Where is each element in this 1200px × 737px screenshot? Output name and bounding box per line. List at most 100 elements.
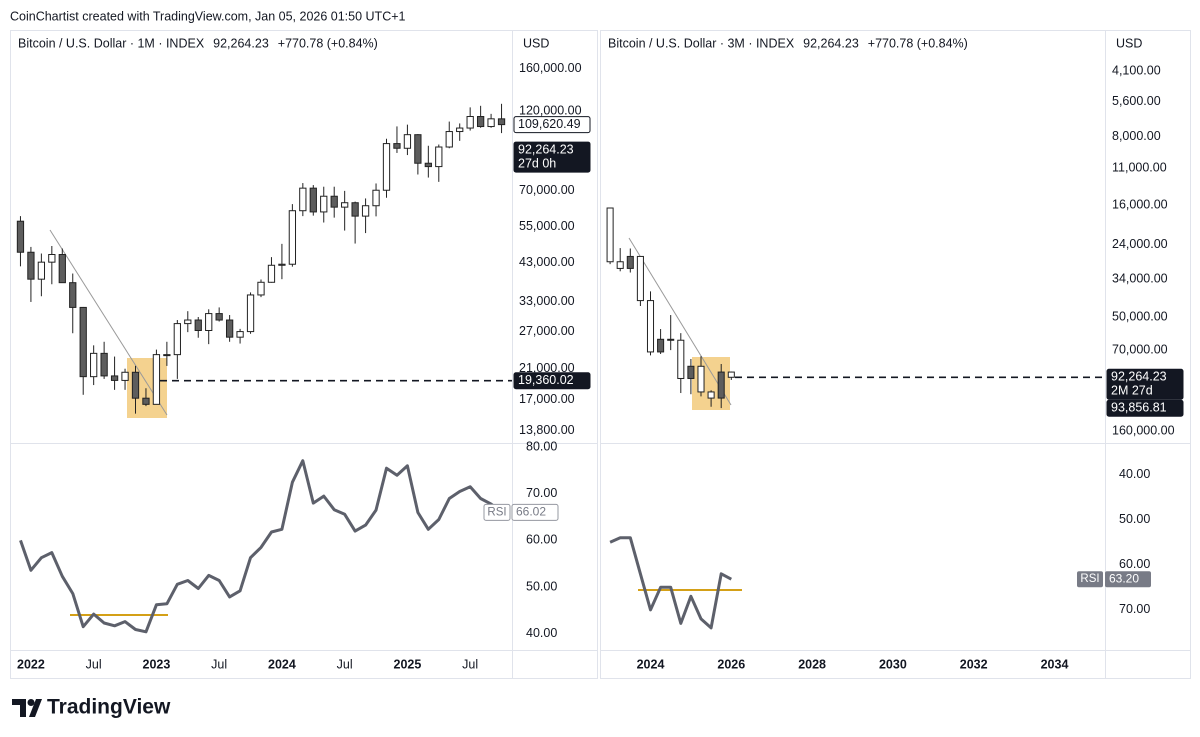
x-tick-label: 2022 <box>17 657 45 671</box>
price-box-label: 19,360.02 <box>518 373 574 387</box>
x-tick-label: Jul <box>211 657 227 671</box>
candle-body <box>330 195 338 208</box>
candle-body <box>616 261 624 269</box>
candle-body <box>16 220 25 253</box>
y-tick-label: 55,000.00 <box>519 219 575 233</box>
rsi-value: 63.20 <box>1109 571 1139 585</box>
x-tick-label: 2034 <box>1041 657 1069 671</box>
x-tick-label: Jul <box>86 657 102 671</box>
y-tick-label: 50,000.00 <box>1112 309 1168 323</box>
footer-brand: TradingView <box>47 696 171 719</box>
candle-body <box>707 391 715 399</box>
price-box-label: 92,264.23 <box>518 142 574 156</box>
x-tick-label: Jul <box>337 657 353 671</box>
candle-body <box>27 251 35 280</box>
candle-body <box>100 352 108 377</box>
candle-body <box>636 255 644 302</box>
candle-body <box>487 118 495 128</box>
rsi-pane <box>609 536 742 630</box>
rsi-value-box <box>1105 571 1151 588</box>
legend-title: Bitcoin / U.S. Dollar · 3M · INDEX <box>608 36 795 50</box>
legend-price: 92,264.23 <box>803 36 859 50</box>
price-pane <box>606 207 1105 410</box>
y-tick-label: 5,600.00 <box>1112 94 1161 108</box>
rsi-tick-label: 70.00 <box>1119 602 1150 616</box>
candle-body <box>456 127 464 133</box>
candle-body <box>131 371 140 399</box>
candle-body <box>90 352 98 378</box>
y-tick-label: 160,000.00 <box>1112 424 1175 438</box>
candle-body <box>414 134 422 164</box>
y-tick-label: 43,000.00 <box>519 255 575 269</box>
rsi-name: RSI <box>487 506 506 518</box>
y-tick-label: 13,800.00 <box>519 423 575 437</box>
rsi-tick-label: 60.00 <box>526 533 557 547</box>
legend-change: +770.78 (+0.84%) <box>868 36 968 50</box>
candle-body <box>236 331 244 338</box>
candle-body <box>393 143 401 149</box>
y-tick-label: 11,000.00 <box>1112 160 1167 174</box>
legend-price: 92,264.23 <box>213 36 269 50</box>
candle-body <box>58 254 66 284</box>
x-tick-label: 2024 <box>637 657 665 671</box>
legend-change: +770.78 (+0.84%) <box>278 36 378 50</box>
rsi-name-box <box>483 503 511 521</box>
rsi-tick-label: 70.00 <box>526 486 557 500</box>
candle-body <box>246 294 255 333</box>
candle-body <box>476 116 485 128</box>
price-box-sub: 2M 27d <box>1111 384 1153 398</box>
y-tick-label: 120,000.00 <box>519 104 582 118</box>
trend-line <box>49 229 168 416</box>
candle-body <box>667 338 675 341</box>
rsi-value: 66.02 <box>516 505 546 519</box>
candle-body <box>351 202 359 217</box>
candle-body <box>687 365 695 379</box>
candle-body <box>225 319 234 338</box>
candle-body <box>215 313 223 321</box>
price-pane <box>16 103 512 418</box>
candle-body <box>309 187 317 213</box>
candle-body <box>382 143 391 191</box>
candle-body <box>173 323 181 356</box>
candle-body <box>320 195 328 213</box>
currency-label: USD <box>1116 36 1142 50</box>
y-tick-label: 17,000.00 <box>519 392 575 406</box>
candle-body <box>717 371 725 399</box>
candle-body <box>48 254 56 263</box>
y-tick-label: 24,000.00 <box>1112 237 1168 251</box>
candle-body <box>445 131 453 148</box>
x-tick-label: 2028 <box>798 657 826 671</box>
x-tick-label: 2026 <box>717 657 745 671</box>
price-box <box>513 116 591 134</box>
x-tick-label: Jul <box>462 657 478 671</box>
x-tick-label: 2024 <box>268 657 296 671</box>
candle-body <box>435 146 443 168</box>
candle-body <box>466 116 474 129</box>
y-tick-label: 21,000.00 <box>519 361 575 375</box>
candle-body <box>361 205 370 217</box>
rsi-value-box <box>511 503 559 521</box>
candle-body <box>403 134 412 149</box>
y-tick-label: 8,000.00 <box>1112 129 1161 143</box>
candle-body <box>267 264 276 283</box>
trend-line <box>628 237 732 406</box>
candle-body <box>257 281 265 296</box>
header: CoinChartist created with TradingView.co… <box>10 9 406 23</box>
rsi-tick-label: 50.00 <box>526 579 557 593</box>
candle-body <box>606 207 614 263</box>
candle-body <box>288 210 297 265</box>
candle-body <box>205 313 213 331</box>
candle-body <box>626 255 634 269</box>
rsi-line <box>19 459 503 634</box>
candle-body <box>110 375 119 381</box>
legend-title: Bitcoin / U.S. Dollar · 1M · INDEX <box>18 36 205 50</box>
candle-body <box>69 282 77 308</box>
x-tick-label: 2023 <box>143 657 171 671</box>
price-box <box>1106 368 1184 400</box>
x-tick-label: 2032 <box>960 657 988 671</box>
x-tick-label: 2025 <box>394 657 422 671</box>
candle-body <box>727 371 735 378</box>
price-box-sub: 27d 0h <box>518 156 556 170</box>
overlay: Bitcoin / U.S. Dollar · 1M · INDEX 92,264… <box>17 36 1184 671</box>
y-tick-label: 160,000.00 <box>519 61 582 75</box>
